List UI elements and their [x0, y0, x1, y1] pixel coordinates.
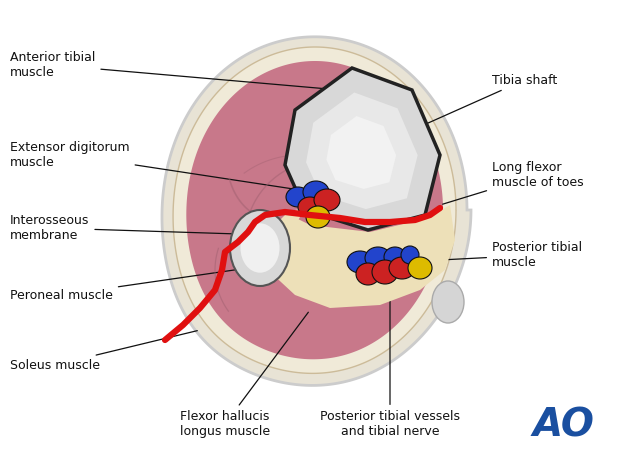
Ellipse shape [432, 281, 464, 323]
Text: AO: AO [532, 406, 594, 444]
Ellipse shape [303, 181, 329, 203]
Polygon shape [326, 116, 396, 189]
Ellipse shape [241, 223, 280, 273]
Ellipse shape [286, 187, 310, 207]
Text: Extensor digitorum
muscle: Extensor digitorum muscle [10, 141, 297, 190]
Text: Tibia shaft: Tibia shaft [392, 73, 557, 139]
Ellipse shape [298, 197, 322, 217]
Text: Posterior tibial
muscle: Posterior tibial muscle [443, 241, 582, 269]
Ellipse shape [384, 247, 406, 267]
Ellipse shape [408, 257, 432, 279]
Text: Posterior tibial vessels
and tibial nerve: Posterior tibial vessels and tibial nerv… [320, 288, 460, 438]
Text: Interosseous
membrane: Interosseous membrane [10, 214, 267, 242]
Text: Peroneal muscle: Peroneal muscle [10, 269, 246, 302]
Ellipse shape [347, 251, 373, 273]
Ellipse shape [372, 260, 398, 284]
Polygon shape [187, 61, 443, 359]
Ellipse shape [365, 247, 391, 269]
Polygon shape [306, 92, 418, 209]
Ellipse shape [356, 263, 380, 285]
Text: Soleus muscle: Soleus muscle [10, 330, 197, 371]
Polygon shape [285, 68, 440, 230]
Polygon shape [252, 208, 305, 265]
Ellipse shape [306, 206, 330, 228]
Text: Anterior tibial
muscle: Anterior tibial muscle [10, 51, 337, 90]
Ellipse shape [389, 257, 415, 279]
Ellipse shape [401, 246, 419, 264]
Text: Long flexor
muscle of toes: Long flexor muscle of toes [443, 161, 583, 204]
Polygon shape [162, 37, 471, 386]
Polygon shape [173, 47, 456, 373]
Ellipse shape [230, 210, 290, 286]
Ellipse shape [314, 189, 340, 211]
Polygon shape [262, 205, 455, 308]
Text: Flexor hallucis
longus muscle: Flexor hallucis longus muscle [180, 312, 308, 438]
